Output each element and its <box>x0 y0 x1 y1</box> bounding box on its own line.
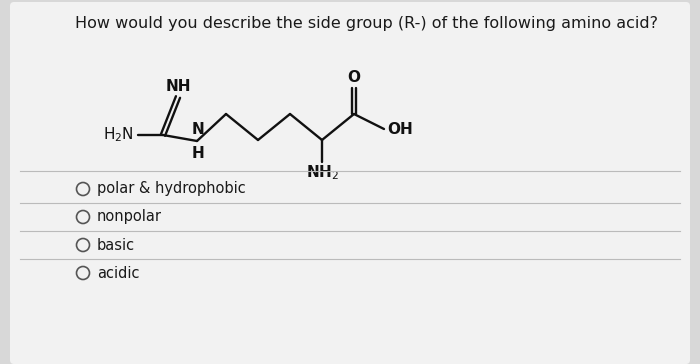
Text: nonpolar: nonpolar <box>97 210 162 225</box>
Text: OH: OH <box>387 122 413 136</box>
Text: N: N <box>192 122 204 137</box>
FancyBboxPatch shape <box>10 2 690 364</box>
Text: H$_2$N: H$_2$N <box>103 126 134 145</box>
Text: basic: basic <box>97 237 135 253</box>
Text: NH: NH <box>165 79 190 94</box>
Text: polar & hydrophobic: polar & hydrophobic <box>97 182 246 197</box>
Text: acidic: acidic <box>97 265 139 281</box>
Text: O: O <box>347 70 360 85</box>
Text: How would you describe the side group (R-) of the following amino acid?: How would you describe the side group (R… <box>75 16 658 31</box>
Text: NH$_2$: NH$_2$ <box>305 163 339 182</box>
Text: H: H <box>192 146 204 161</box>
